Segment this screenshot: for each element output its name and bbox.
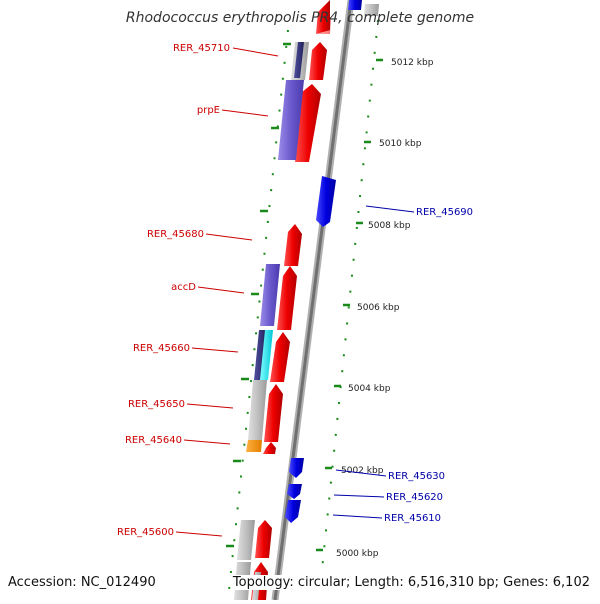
scale-label-5000: 5000 kbp — [336, 549, 379, 559]
right-gene-labels: RER_45690 RER_45630 RER_45620 RER_45610 — [384, 207, 473, 524]
gene-rev-45620 — [287, 484, 302, 499]
scale-label-5002: 5002 kbp — [341, 466, 384, 476]
gene-label-rer45690: RER_45690 — [416, 207, 473, 218]
genome-title: Rhodococcus erythropolis PR4, complete g… — [125, 10, 475, 26]
feature-45600-gray — [237, 520, 255, 560]
reverse-genes — [285, 0, 379, 523]
scale-major-ticks — [226, 42, 383, 552]
feature-45650-gray — [248, 380, 267, 440]
gene-fwd-45600 — [255, 520, 272, 558]
scale-label-5010: 5010 kbp — [379, 139, 422, 149]
gene-rev-top-gray — [364, 4, 379, 16]
gene-label-rer45660: RER_45660 — [133, 343, 190, 354]
forward-genes — [251, 0, 331, 600]
genome-summary-text: Topology: circular; Length: 6,516,310 bp… — [232, 575, 590, 590]
gene-fwd-top — [316, 0, 330, 34]
gene-rev-45610 — [285, 500, 301, 523]
gene-label-rer45610: RER_45610 — [384, 513, 441, 524]
gene-label-rer45710: RER_45710 — [173, 43, 230, 54]
gene-rev-45630 — [289, 458, 304, 478]
gene-fwd-accD — [277, 266, 297, 330]
feature-accD-purple — [260, 264, 280, 326]
scale-label-5012: 5012 kbp — [391, 58, 434, 68]
gene-fwd-45710 — [309, 42, 327, 80]
gene-label-accD: accD — [171, 282, 196, 293]
gene-fwd-45650 — [264, 384, 283, 442]
feature-45660-cyan — [260, 330, 273, 380]
gene-label-rer45640: RER_45640 — [125, 435, 182, 446]
feature-prpE-purple — [278, 80, 304, 160]
genome-backbone — [271, 0, 355, 601]
scale-label-5008: 5008 kbp — [368, 221, 411, 231]
scale-label-5004: 5004 kbp — [348, 384, 391, 394]
feature-45710-navy — [294, 42, 304, 78]
gene-fwd-45660 — [270, 332, 290, 382]
gene-label-rer45650: RER_45650 — [128, 399, 185, 410]
gene-label-rer45600: RER_45600 — [117, 527, 174, 538]
scale-track-right — [321, 19, 379, 571]
accession-text: Accession: NC_012490 — [8, 575, 156, 590]
gene-label-rer45630: RER_45630 — [388, 471, 445, 482]
gene-fwd-45640 — [263, 442, 276, 454]
gene-fwd-45680 — [284, 224, 302, 266]
left-leader-lines — [175, 47, 279, 537]
gene-label-prpE: prpE — [197, 105, 220, 116]
gene-label-rer45620: RER_45620 — [386, 492, 443, 503]
scale-labels: 5012 kbp 5010 kbp 5008 kbp 5006 kbp 5004… — [336, 58, 434, 559]
scale-label-5006: 5006 kbp — [357, 303, 400, 313]
gene-rev-45690 — [316, 176, 336, 227]
feature-45640-orange — [246, 440, 262, 452]
gene-rev-top — [348, 0, 362, 10]
right-leader-lines — [332, 205, 415, 519]
gene-label-rer45680: RER_45680 — [147, 229, 204, 240]
left-gene-labels: RER_45710 prpE RER_45680 accD RER_45660 … — [117, 43, 230, 538]
